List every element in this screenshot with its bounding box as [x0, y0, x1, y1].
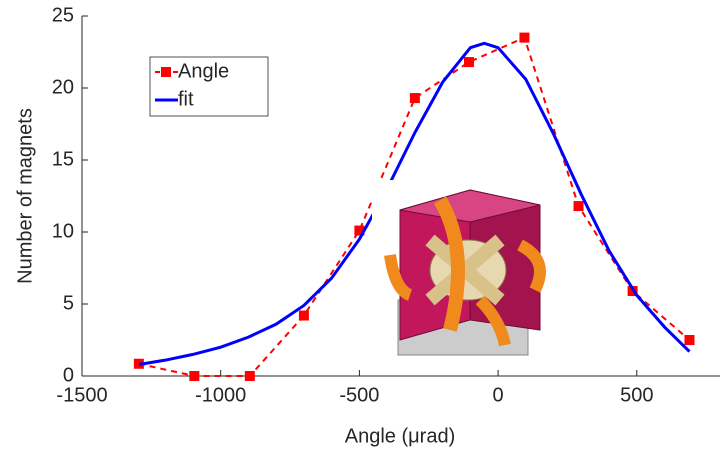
y-tick-label: 0: [63, 364, 74, 386]
legend-marker: [161, 67, 171, 77]
data-point: [519, 32, 530, 43]
data-point: [354, 225, 365, 236]
x-tick-label: 500: [620, 384, 653, 406]
x-tick-label: -1000: [195, 384, 246, 406]
data-point: [298, 310, 309, 321]
data-point: [244, 371, 255, 381]
y-tick-label: 10: [52, 220, 74, 242]
magnet-image: [372, 180, 562, 362]
legend: Angle fit: [149, 56, 269, 117]
y-tick-label: 20: [52, 76, 74, 98]
data-point: [573, 201, 584, 212]
y-axis-label: Number of magnets: [14, 108, 36, 284]
y-tick-label: 15: [52, 148, 74, 170]
x-axis-label: Angle (μrad): [345, 425, 455, 447]
legend-label: Angle: [178, 60, 229, 82]
data-point: [409, 93, 420, 104]
series-line: [138, 41, 691, 366]
plot-area: 0 5 10 15 20 25 -1500 -1000 -500 0 500: [52, 4, 720, 406]
data-point: [189, 371, 200, 381]
legend-label: fit: [178, 88, 194, 110]
data-point: [684, 335, 695, 345]
series-line: [138, 36, 691, 377]
y-tick-label: 25: [52, 4, 74, 26]
data-point: [463, 57, 474, 68]
x-tick-label: -1500: [56, 384, 107, 406]
x-tick-label: -500: [339, 384, 379, 406]
y-tick-label: 5: [63, 292, 74, 314]
x-tick-label: 0: [493, 384, 504, 406]
